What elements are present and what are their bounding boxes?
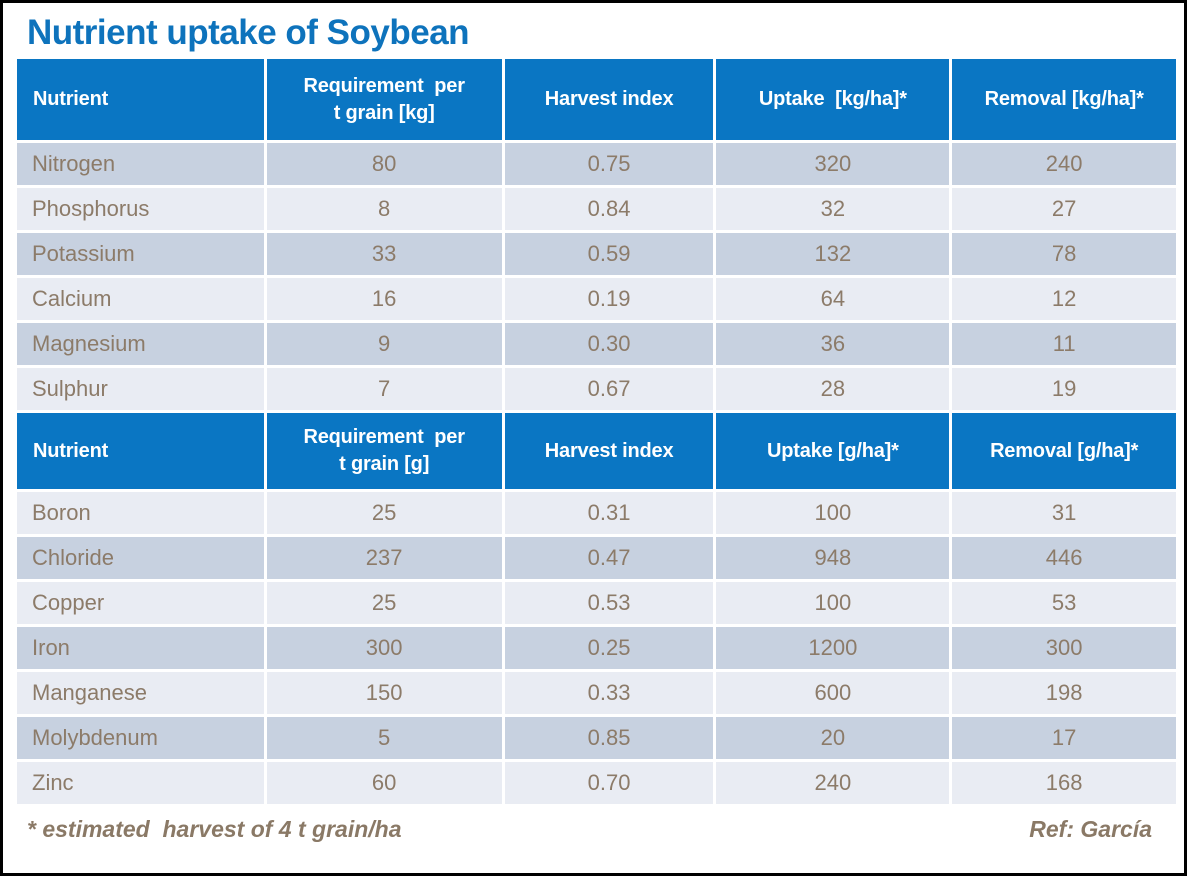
- uptake-cell: 132: [716, 233, 950, 276]
- table-row-chloride: Chloride 237 0.47 948 446: [17, 537, 1176, 580]
- micronutrient-section: Nutrient Requirement per t grain [g] Har…: [17, 413, 1176, 805]
- uptake-cell: 32: [716, 188, 950, 231]
- requirement-cell: 300: [266, 627, 502, 670]
- removal-cell: 12: [952, 278, 1176, 321]
- macronutrient-section: Nutrient Requirement per t grain [kg] Ha…: [17, 59, 1176, 411]
- uptake-cell: 100: [716, 582, 950, 625]
- nutrient-cell: Zinc: [17, 762, 264, 805]
- harvest-index-cell: 0.33: [504, 672, 714, 715]
- harvest-index-cell: 0.70: [504, 762, 714, 805]
- nutrient-cell: Chloride: [17, 537, 264, 580]
- removal-cell: 19: [952, 368, 1176, 411]
- table-row-potassium: Potassium 33 0.59 132 78: [17, 233, 1176, 276]
- requirement-cell: 7: [266, 368, 502, 411]
- table-row-calcium: Calcium 16 0.19 64 12: [17, 278, 1176, 321]
- nutrient-cell: Boron: [17, 492, 264, 535]
- micro-header-row: Nutrient Requirement per t grain [g] Har…: [17, 413, 1176, 490]
- nutrient-cell: Nitrogen: [17, 143, 264, 186]
- nutrient-table: Nutrient Requirement per t grain [kg] Ha…: [14, 56, 1179, 807]
- harvest-index-cell: 0.53: [504, 582, 714, 625]
- removal-cell: 300: [952, 627, 1176, 670]
- macro-header-row: Nutrient Requirement per t grain [kg] Ha…: [17, 59, 1176, 141]
- requirement-cell: 150: [266, 672, 502, 715]
- requirement-cell: 9: [266, 323, 502, 366]
- uptake-cell: 64: [716, 278, 950, 321]
- table-row-molybdenum: Molybdenum 5 0.85 20 17: [17, 717, 1176, 760]
- header-uptake-g: Uptake [g/ha]*: [716, 413, 950, 490]
- harvest-index-cell: 0.59: [504, 233, 714, 276]
- removal-cell: 27: [952, 188, 1176, 231]
- header-removal-g: Removal [g/ha]*: [952, 413, 1176, 490]
- nutrient-cell: Manganese: [17, 672, 264, 715]
- removal-cell: 31: [952, 492, 1176, 535]
- uptake-cell: 100: [716, 492, 950, 535]
- harvest-index-cell: 0.75: [504, 143, 714, 186]
- harvest-index-cell: 0.19: [504, 278, 714, 321]
- removal-cell: 11: [952, 323, 1176, 366]
- harvest-index-cell: 0.67: [504, 368, 714, 411]
- harvest-index-cell: 0.84: [504, 188, 714, 231]
- header-requirement-kg: Requirement per t grain [kg]: [266, 59, 502, 141]
- uptake-cell: 948: [716, 537, 950, 580]
- harvest-index-cell: 0.25: [504, 627, 714, 670]
- uptake-cell: 1200: [716, 627, 950, 670]
- header-requirement-g: Requirement per t grain [g]: [266, 413, 502, 490]
- removal-cell: 78: [952, 233, 1176, 276]
- uptake-cell: 36: [716, 323, 950, 366]
- table-row-copper: Copper 25 0.53 100 53: [17, 582, 1176, 625]
- nutrient-cell: Phosphorus: [17, 188, 264, 231]
- removal-cell: 17: [952, 717, 1176, 760]
- removal-cell: 446: [952, 537, 1176, 580]
- uptake-cell: 28: [716, 368, 950, 411]
- requirement-cell: 80: [266, 143, 502, 186]
- requirement-cell: 25: [266, 582, 502, 625]
- requirement-cell: 25: [266, 492, 502, 535]
- footnote-text: * estimated harvest of 4 t grain/ha: [27, 816, 402, 843]
- header-harvest-index-kg: Harvest index: [504, 59, 714, 141]
- requirement-cell: 237: [266, 537, 502, 580]
- table-row-iron: Iron 300 0.25 1200 300: [17, 627, 1176, 670]
- table-row-nitrogen: Nitrogen 80 0.75 320 240: [17, 143, 1176, 186]
- page-title: Nutrient uptake of Soybean: [27, 13, 470, 52]
- harvest-index-cell: 0.47: [504, 537, 714, 580]
- header-nutrient-g: Nutrient: [17, 413, 264, 490]
- removal-cell: 53: [952, 582, 1176, 625]
- slide: Nutrient uptake of Soybean Nutrient Requ…: [3, 13, 1184, 883]
- table-row-boron: Boron 25 0.31 100 31: [17, 492, 1176, 535]
- footnote-bar: * estimated harvest of 4 t grain/ha Ref:…: [27, 816, 1152, 843]
- nutrient-cell: Sulphur: [17, 368, 264, 411]
- nutrient-cell: Molybdenum: [17, 717, 264, 760]
- requirement-cell: 16: [266, 278, 502, 321]
- uptake-cell: 20: [716, 717, 950, 760]
- table-row-magnesium: Magnesium 9 0.30 36 11: [17, 323, 1176, 366]
- nutrient-cell: Calcium: [17, 278, 264, 321]
- requirement-cell: 60: [266, 762, 502, 805]
- harvest-index-cell: 0.31: [504, 492, 714, 535]
- nutrient-cell: Magnesium: [17, 323, 264, 366]
- uptake-cell: 600: [716, 672, 950, 715]
- nutrient-cell: Iron: [17, 627, 264, 670]
- table-row-phosphorus: Phosphorus 8 0.84 32 27: [17, 188, 1176, 231]
- harvest-index-cell: 0.30: [504, 323, 714, 366]
- table-row-zinc: Zinc 60 0.70 240 168: [17, 762, 1176, 805]
- removal-cell: 240: [952, 143, 1176, 186]
- table-row-manganese: Manganese 150 0.33 600 198: [17, 672, 1176, 715]
- harvest-index-cell: 0.85: [504, 717, 714, 760]
- table-row-sulphur: Sulphur 7 0.67 28 19: [17, 368, 1176, 411]
- nutrient-cell: Potassium: [17, 233, 264, 276]
- header-removal-kg: Removal [kg/ha]*: [952, 59, 1176, 141]
- removal-cell: 198: [952, 672, 1176, 715]
- nutrient-cell: Copper: [17, 582, 264, 625]
- requirement-cell: 5: [266, 717, 502, 760]
- header-harvest-index-g: Harvest index: [504, 413, 714, 490]
- removal-cell: 168: [952, 762, 1176, 805]
- header-nutrient-kg: Nutrient: [17, 59, 264, 141]
- uptake-cell: 240: [716, 762, 950, 805]
- requirement-cell: 33: [266, 233, 502, 276]
- requirement-cell: 8: [266, 188, 502, 231]
- uptake-cell: 320: [716, 143, 950, 186]
- header-uptake-kg: Uptake [kg/ha]*: [716, 59, 950, 141]
- reference-text: Ref: García: [1029, 816, 1152, 843]
